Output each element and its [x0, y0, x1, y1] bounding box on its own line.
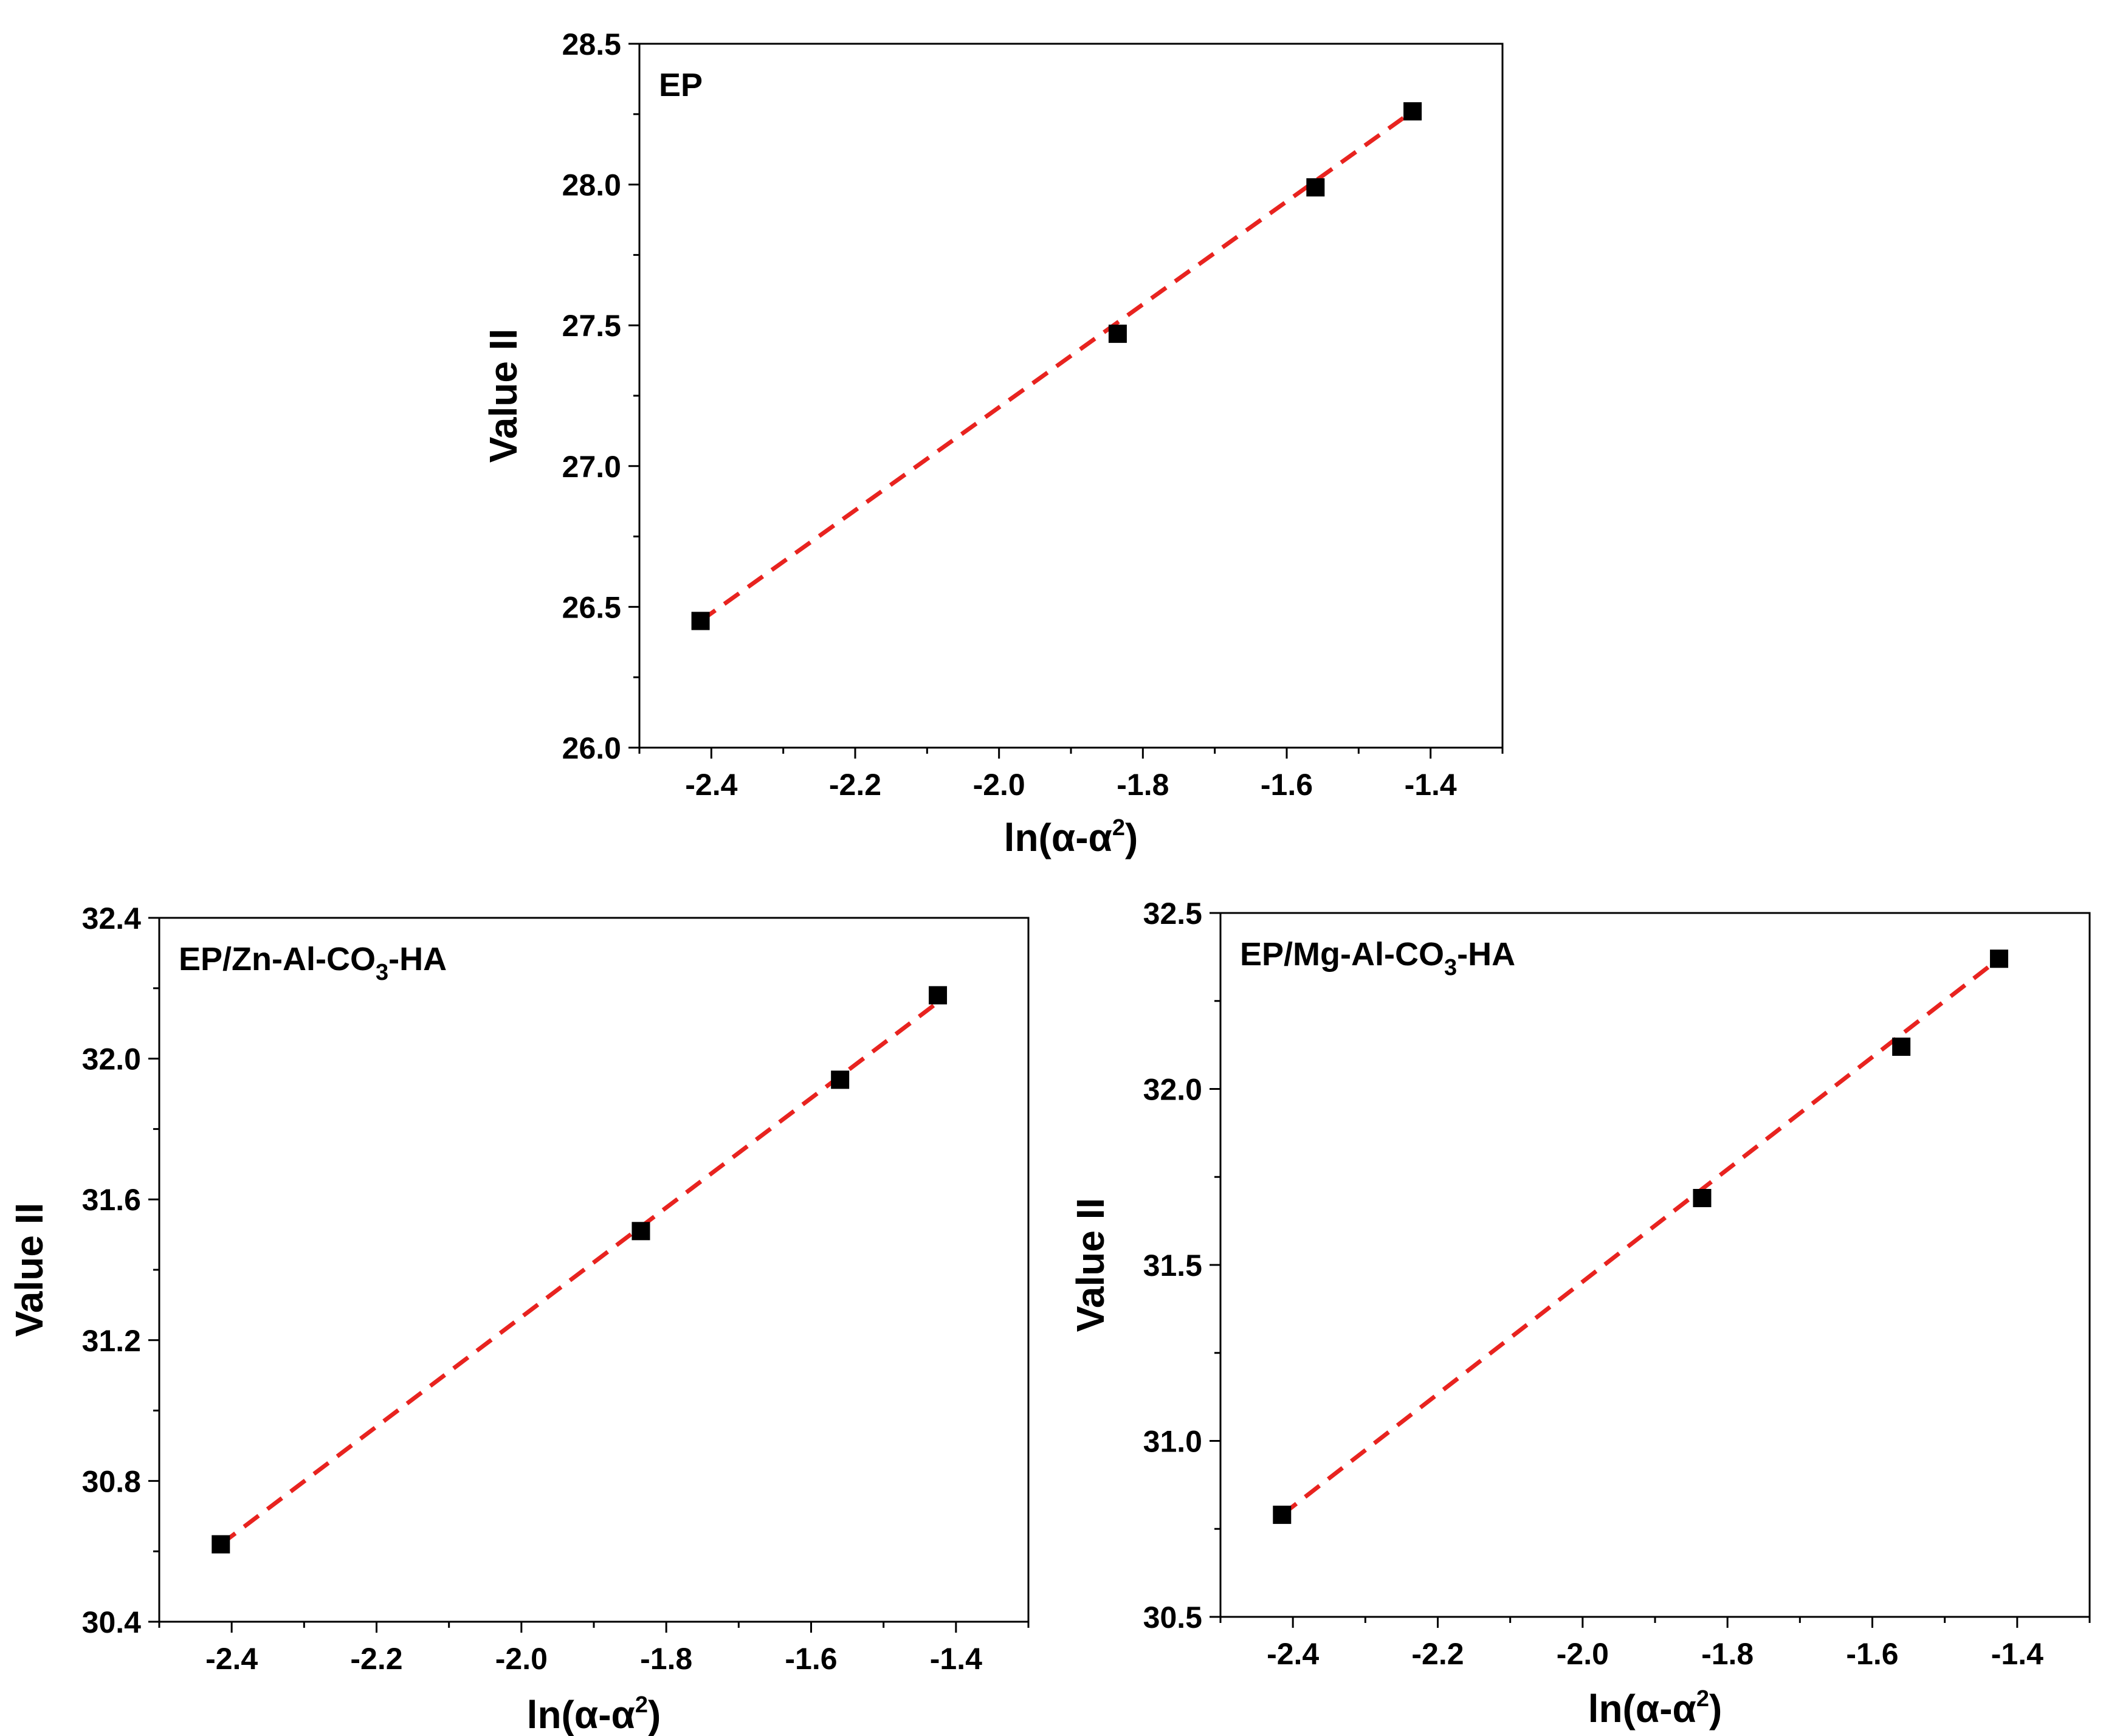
panel-label-suffix: -HA: [1457, 936, 1515, 973]
data-point: [691, 611, 710, 630]
x-axis-title-paren: ): [1125, 816, 1138, 859]
data-point: [1892, 1038, 1911, 1056]
y-tick-label: 30.4: [82, 1605, 142, 1639]
x-tick-label: -2.0: [973, 768, 1025, 802]
x-tick-label: -2.0: [1557, 1637, 1609, 1671]
x-axis-title-text: ln(α-α: [527, 1693, 635, 1736]
x-tick-label: -1.8: [1701, 1637, 1754, 1671]
x-tick-label: -1.4: [1405, 768, 1457, 802]
panel-label: EP/Zn-Al-CO3-HA: [179, 941, 447, 985]
data-point: [1273, 1506, 1292, 1524]
x-axis-title: ln(α-α2): [1588, 1686, 1723, 1731]
x-tick-label: -2.4: [1267, 1637, 1319, 1671]
y-tick-label: 32.0: [82, 1042, 141, 1076]
x-axis-title-sup: 2: [1112, 815, 1125, 841]
plot-frame: [638, 43, 1504, 749]
x-tick-label: -2.2: [829, 768, 881, 802]
x-tick-label: -1.8: [640, 1642, 692, 1676]
panel-label-sub: 3: [376, 960, 388, 985]
panel-label-main: EP/Zn-Al-CO: [179, 941, 376, 977]
x-tick-label: -2.4: [685, 768, 737, 802]
data-point: [212, 1535, 230, 1554]
x-tick-label: -1.8: [1117, 768, 1169, 802]
y-tick-label: 31.6: [82, 1183, 141, 1217]
y-tick-label: 26.5: [562, 590, 621, 624]
data-point: [929, 986, 948, 1005]
fit-line: [699, 109, 1414, 623]
chart-panel-3: -2.4 -2.2 -2.0 -1.8 -1.6 -1.4 30.5 31.0 31.5 32.0…: [1069, 897, 2091, 1731]
chart-panel-1: -2.4 -2.2 -2.0 -1.8 -1.6 -1.4 26.0 26.5 27.0 27.5…: [481, 27, 1504, 859]
y-tick-label: 30.8: [82, 1464, 141, 1498]
x-tick-label: -2.4: [205, 1642, 258, 1676]
x-axis-title-text: ln(α-α: [1588, 1687, 1696, 1731]
x-tick-label: -1.4: [1991, 1637, 2043, 1671]
y-tick-label: 32.4: [82, 901, 142, 935]
fit-line: [1281, 957, 2001, 1517]
data-point: [831, 1070, 850, 1089]
x-tick-label: -2.0: [495, 1642, 548, 1676]
data-point: [632, 1222, 650, 1241]
fit-line: [219, 1001, 940, 1546]
panel-label-main: EP/Mg-Al-CO: [1240, 936, 1444, 973]
y-axis-title: Value II: [481, 329, 525, 463]
x-axis-title-sup: 2: [635, 1692, 648, 1718]
data-point: [1108, 325, 1127, 343]
panel-label-main: EP: [659, 67, 703, 103]
y-tick-label: 31.0: [1143, 1425, 1202, 1459]
x-axis-title-paren: ): [648, 1693, 661, 1736]
data-point: [1693, 1188, 1712, 1207]
y-axis-title: Value II: [7, 1203, 51, 1337]
y-tick-label: 32.0: [1143, 1073, 1202, 1107]
x-axis-title: ln(α-α2): [527, 1692, 661, 1736]
panel-label: EP/Mg-Al-CO3-HA: [1240, 936, 1515, 980]
x-axis-title-paren: ): [1709, 1687, 1722, 1731]
data-point: [1990, 949, 2009, 968]
panel-label: EP: [659, 67, 703, 103]
x-tick-label: -2.2: [1411, 1637, 1464, 1671]
x-axis-title-sup: 2: [1696, 1686, 1709, 1712]
x-tick-label: -1.6: [1261, 768, 1313, 802]
panel-label-suffix: -HA: [388, 941, 447, 977]
y-tick-label: 31.2: [82, 1324, 141, 1358]
data-point: [1306, 178, 1325, 197]
x-axis-title-text: ln(α-α: [1004, 816, 1112, 859]
x-tick-label: -2.2: [350, 1642, 402, 1676]
y-tick-label: 27.5: [562, 309, 621, 343]
chart-panel-2: -2.4 -2.2 -2.0 -1.8 -1.6 -1.4 30.4 30.8 31.2 31.6…: [7, 901, 1030, 1736]
x-tick-label: -1.6: [1846, 1637, 1898, 1671]
panel-label-sub: 3: [1444, 955, 1457, 980]
x-axis-title: ln(α-α2): [1004, 815, 1138, 859]
y-tick-label: 28.5: [562, 27, 621, 61]
data-point: [1403, 102, 1422, 121]
y-tick-label: 28.0: [562, 168, 621, 202]
y-tick-label: 26.0: [562, 731, 621, 765]
plot-frame: [158, 917, 1030, 1623]
x-tick-label: -1.6: [785, 1642, 837, 1676]
x-tick-label: -1.4: [930, 1642, 982, 1676]
y-tick-label: 27.0: [562, 450, 621, 484]
y-tick-label: 30.5: [1143, 1600, 1202, 1634]
y-axis-title: Value II: [1069, 1198, 1112, 1332]
plot-frame: [1219, 912, 2091, 1618]
y-tick-label: 32.5: [1143, 897, 1202, 931]
y-tick-label: 31.5: [1143, 1249, 1202, 1283]
